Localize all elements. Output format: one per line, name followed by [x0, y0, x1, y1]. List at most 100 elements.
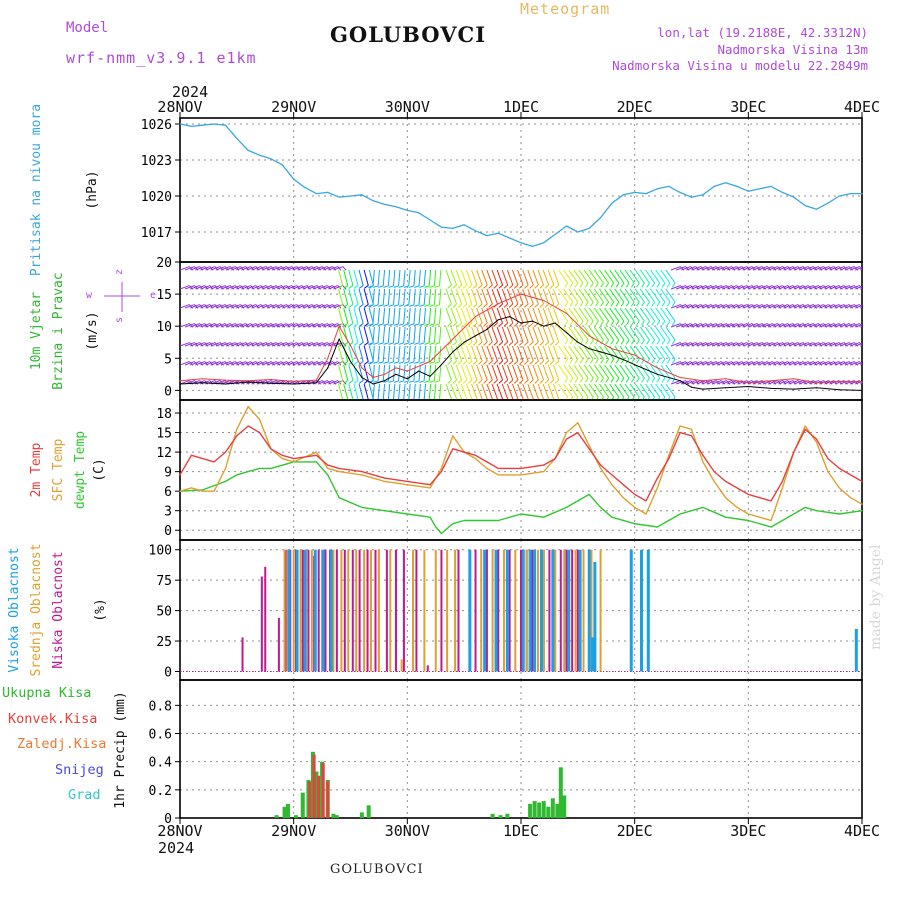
dewpoint-point: [861, 510, 863, 512]
wind_speed-point: [509, 315, 511, 318]
wind-barb-flag: [472, 303, 478, 308]
wind-barb-flag: [373, 285, 379, 288]
dewpoint-point: [497, 519, 499, 522]
wind-barb: [496, 269, 504, 286]
wind-barb-flag: [625, 320, 630, 326]
wind-barb-flag: [488, 360, 493, 365]
temp2m-point: [702, 454, 704, 456]
wind-barb: [552, 345, 560, 362]
temp2m-point: [838, 467, 840, 469]
wind-barb: [665, 288, 676, 303]
wind-barb-flag: [462, 303, 468, 308]
mid_cloud-bar: [389, 549, 392, 672]
wind-barb: [471, 326, 478, 343]
wind-barb: [348, 326, 354, 343]
pressure-point: [474, 230, 477, 232]
wind-barb: [814, 361, 824, 366]
wind-barb-flag: [513, 341, 519, 346]
temp2m-point: [577, 431, 579, 434]
wind-barb: [225, 323, 236, 328]
wind-barb: [768, 342, 778, 347]
wind_speed-point: [247, 381, 249, 383]
wind-barb: [757, 342, 768, 347]
dewpoint-point: [793, 513, 795, 515]
wind-barb-flag: [651, 320, 656, 326]
wind-barb: [307, 266, 318, 271]
wind-barb: [681, 266, 691, 271]
wind-barb: [599, 326, 610, 341]
wind-barb: [372, 364, 375, 381]
wind-barb: [691, 323, 702, 328]
wind-barb-flag: [574, 377, 579, 383]
wind-barb: [747, 285, 758, 290]
wind-barb: [287, 342, 297, 347]
low_cloud-bar: [520, 549, 522, 672]
wind-barb: [522, 326, 529, 343]
sfc_temp-point: [440, 467, 443, 469]
wind-barb-flag: [667, 396, 671, 400]
wind-barb: [230, 266, 241, 271]
temp2m-point: [258, 431, 261, 434]
low_cloud-bar: [260, 576, 263, 672]
wind-barb-flag: [452, 284, 457, 289]
wind-barb: [195, 361, 205, 366]
mid_cloud-bar: [446, 549, 449, 672]
wind-barb-flag: [529, 379, 534, 384]
wind-barb: [768, 304, 778, 309]
wind-barb: [392, 345, 396, 362]
high_cloud-bar: [494, 549, 498, 672]
wind-barb: [471, 345, 478, 362]
wind-barb-flag: [452, 341, 457, 346]
pressure-point: [611, 202, 613, 204]
wind-barb: [392, 383, 396, 400]
temp2m-point: [736, 487, 738, 489]
wind_speed-point: [486, 328, 488, 330]
wind-barb: [184, 304, 195, 309]
wind-barb: [798, 266, 809, 271]
wind-barb: [573, 345, 584, 360]
dewpoint-point: [599, 506, 602, 509]
sfc_temp-point: [247, 405, 249, 408]
x-tick-label-top: 29NOV: [271, 98, 316, 116]
wind-barb: [686, 380, 696, 385]
wind_gust-point: [497, 303, 499, 305]
wind-barb: [634, 383, 645, 398]
wind-barb-flag: [498, 303, 503, 308]
wind-barb-flag: [600, 396, 604, 400]
wind-barb: [742, 361, 753, 366]
mid-cloud-axis-label: Srednja Oblacnost: [29, 543, 44, 676]
wind-barb-flag: [870, 305, 873, 309]
wind-barb: [230, 361, 241, 366]
wind-barb: [190, 342, 200, 347]
sfc_temp-point: [759, 516, 761, 518]
wind-barb: [650, 326, 661, 341]
wind-barb: [650, 345, 661, 360]
wind-barb-flag: [518, 379, 524, 384]
high_cloud-series: [287, 549, 858, 672]
wind-barb-flag: [539, 379, 544, 384]
temp2m-point: [611, 474, 613, 476]
wind-barb: [547, 364, 555, 381]
temp2m-point: [509, 467, 511, 469]
wind-barb-flag: [605, 320, 610, 326]
dewpoint-point: [452, 523, 454, 525]
wind-barb-flag: [646, 320, 650, 326]
wind-barb: [522, 364, 529, 381]
wind-barb: [210, 266, 221, 271]
dewpoint-point: [702, 506, 704, 509]
wind-barb-flag: [870, 267, 873, 271]
wind-barb-flag: [651, 377, 656, 383]
wind-barb: [438, 326, 442, 343]
wind-barb: [860, 287, 862, 290]
wind-barb: [844, 323, 855, 328]
wind-barb: [307, 304, 318, 309]
wind-barb: [506, 326, 514, 343]
wind_speed-point: [440, 364, 443, 366]
wind-barb: [778, 361, 789, 366]
wind-barb: [583, 383, 594, 398]
compass-icon: zw es: [86, 269, 156, 323]
wind-barb: [312, 380, 323, 385]
wind-barb-flag: [457, 322, 463, 327]
wind-barb: [532, 345, 539, 362]
high_cloud-bar: [521, 549, 525, 672]
